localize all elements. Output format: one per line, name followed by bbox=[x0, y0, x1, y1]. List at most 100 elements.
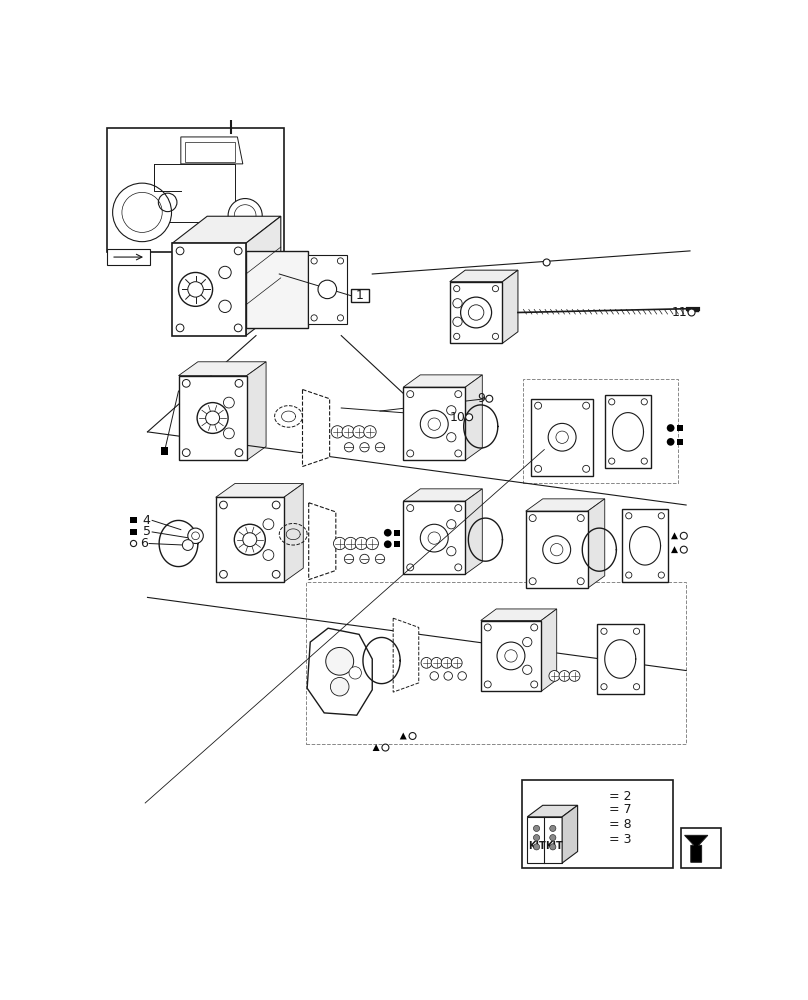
Circle shape bbox=[680, 532, 688, 539]
Polygon shape bbox=[372, 744, 380, 751]
Text: 9: 9 bbox=[478, 392, 486, 405]
Circle shape bbox=[659, 513, 664, 519]
Circle shape bbox=[688, 309, 695, 316]
Circle shape bbox=[263, 550, 274, 560]
Polygon shape bbox=[302, 389, 330, 466]
Text: 11: 11 bbox=[672, 306, 688, 319]
Circle shape bbox=[330, 677, 349, 696]
Circle shape bbox=[334, 537, 346, 550]
Circle shape bbox=[523, 665, 532, 674]
Circle shape bbox=[559, 671, 570, 681]
Circle shape bbox=[680, 546, 688, 553]
Circle shape bbox=[338, 315, 343, 321]
Circle shape bbox=[183, 449, 190, 456]
Circle shape bbox=[428, 418, 440, 430]
Circle shape bbox=[364, 426, 377, 438]
Circle shape bbox=[220, 501, 227, 509]
Circle shape bbox=[176, 324, 184, 332]
Bar bbox=[130, 529, 137, 535]
Bar bbox=[604, 395, 651, 468]
Text: = 8: = 8 bbox=[609, 818, 632, 831]
Bar bbox=[246, 251, 308, 328]
Polygon shape bbox=[450, 270, 518, 282]
Bar bbox=[680, 828, 721, 868]
Circle shape bbox=[455, 505, 461, 512]
Circle shape bbox=[550, 543, 563, 556]
Polygon shape bbox=[503, 270, 518, 343]
Bar bbox=[394, 530, 400, 536]
Circle shape bbox=[659, 572, 664, 578]
Circle shape bbox=[583, 465, 590, 472]
Polygon shape bbox=[403, 375, 482, 387]
Circle shape bbox=[642, 458, 647, 464]
Polygon shape bbox=[671, 546, 678, 553]
Text: = 2: = 2 bbox=[609, 790, 632, 803]
Circle shape bbox=[420, 410, 448, 438]
Circle shape bbox=[235, 379, 243, 387]
Circle shape bbox=[406, 505, 414, 512]
Polygon shape bbox=[172, 216, 281, 243]
Polygon shape bbox=[465, 489, 482, 574]
Polygon shape bbox=[393, 618, 419, 692]
Bar bbox=[450, 282, 503, 343]
Circle shape bbox=[431, 657, 442, 668]
Bar bbox=[172, 243, 246, 336]
Bar bbox=[154, 164, 235, 222]
Circle shape bbox=[452, 657, 462, 668]
Circle shape bbox=[360, 443, 369, 452]
Circle shape bbox=[543, 259, 550, 266]
Circle shape bbox=[219, 266, 231, 279]
Circle shape bbox=[549, 835, 556, 841]
Circle shape bbox=[455, 564, 461, 571]
Circle shape bbox=[130, 540, 137, 547]
Polygon shape bbox=[181, 137, 243, 164]
Circle shape bbox=[311, 258, 318, 264]
Circle shape bbox=[360, 554, 369, 564]
Circle shape bbox=[187, 528, 204, 544]
Circle shape bbox=[535, 465, 541, 472]
Circle shape bbox=[441, 657, 452, 668]
Bar bbox=[526, 511, 587, 588]
Circle shape bbox=[220, 570, 227, 578]
Circle shape bbox=[583, 402, 590, 409]
Circle shape bbox=[486, 395, 493, 402]
Circle shape bbox=[625, 572, 632, 578]
Circle shape bbox=[384, 540, 392, 548]
Circle shape bbox=[428, 532, 440, 544]
Circle shape bbox=[235, 449, 243, 456]
Bar bbox=[179, 376, 246, 460]
Bar bbox=[107, 249, 149, 265]
Bar bbox=[185, 142, 235, 162]
Circle shape bbox=[112, 183, 171, 242]
Polygon shape bbox=[403, 489, 482, 501]
Circle shape bbox=[533, 825, 540, 831]
Circle shape bbox=[608, 399, 615, 405]
Circle shape bbox=[243, 533, 257, 547]
Circle shape bbox=[549, 844, 556, 850]
Bar bbox=[351, 289, 369, 302]
Bar bbox=[524, 379, 679, 483]
Circle shape bbox=[179, 272, 213, 306]
Circle shape bbox=[353, 426, 365, 438]
Circle shape bbox=[529, 515, 537, 522]
Circle shape bbox=[376, 443, 385, 452]
Circle shape bbox=[406, 564, 414, 571]
Text: = 3: = 3 bbox=[609, 833, 632, 846]
Circle shape bbox=[224, 397, 234, 408]
Circle shape bbox=[608, 458, 615, 464]
Circle shape bbox=[497, 642, 525, 670]
Circle shape bbox=[531, 624, 537, 631]
Circle shape bbox=[543, 536, 570, 564]
Polygon shape bbox=[307, 628, 372, 715]
Bar bbox=[403, 387, 465, 460]
Circle shape bbox=[452, 317, 462, 326]
Bar bbox=[394, 541, 400, 547]
Bar bbox=[306, 582, 686, 744]
Circle shape bbox=[453, 333, 460, 339]
Circle shape bbox=[409, 733, 416, 739]
Circle shape bbox=[219, 300, 231, 312]
Circle shape bbox=[549, 671, 560, 681]
Bar bbox=[600, 793, 605, 799]
Circle shape bbox=[234, 524, 265, 555]
Circle shape bbox=[234, 205, 256, 226]
